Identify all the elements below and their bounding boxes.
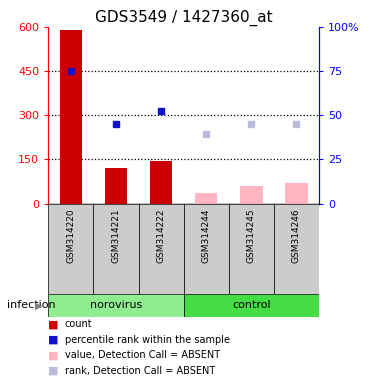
Text: GSM314220: GSM314220 (66, 208, 75, 263)
Text: norovirus: norovirus (90, 300, 142, 310)
Text: GSM314222: GSM314222 (157, 208, 165, 263)
Text: count: count (65, 319, 92, 329)
Text: rank, Detection Call = ABSENT: rank, Detection Call = ABSENT (65, 366, 215, 376)
Text: value, Detection Call = ABSENT: value, Detection Call = ABSENT (65, 350, 220, 360)
Text: ■: ■ (48, 335, 59, 345)
Bar (59, 30, 82, 204)
Bar (93, 204, 138, 294)
Bar (48, 204, 93, 294)
Text: ■: ■ (48, 350, 59, 360)
Bar (240, 186, 263, 204)
Text: ▶: ▶ (35, 300, 43, 310)
Title: GDS3549 / 1427360_at: GDS3549 / 1427360_at (95, 9, 272, 25)
Bar (184, 204, 229, 294)
Text: GSM314221: GSM314221 (111, 208, 121, 263)
Bar (138, 204, 184, 294)
Bar (274, 204, 319, 294)
Text: GSM314244: GSM314244 (202, 208, 211, 263)
Text: percentile rank within the sample: percentile rank within the sample (65, 335, 230, 345)
Text: infection: infection (7, 300, 56, 310)
Bar (285, 183, 308, 204)
Bar (229, 204, 274, 294)
Bar (48, 294, 184, 317)
Bar (184, 294, 319, 317)
Text: GSM314245: GSM314245 (247, 208, 256, 263)
Bar (105, 168, 127, 204)
Bar (195, 193, 217, 204)
Text: GSM314246: GSM314246 (292, 208, 301, 263)
Text: ■: ■ (48, 366, 59, 376)
Bar (150, 161, 173, 204)
Text: control: control (232, 300, 271, 310)
Text: ■: ■ (48, 319, 59, 329)
